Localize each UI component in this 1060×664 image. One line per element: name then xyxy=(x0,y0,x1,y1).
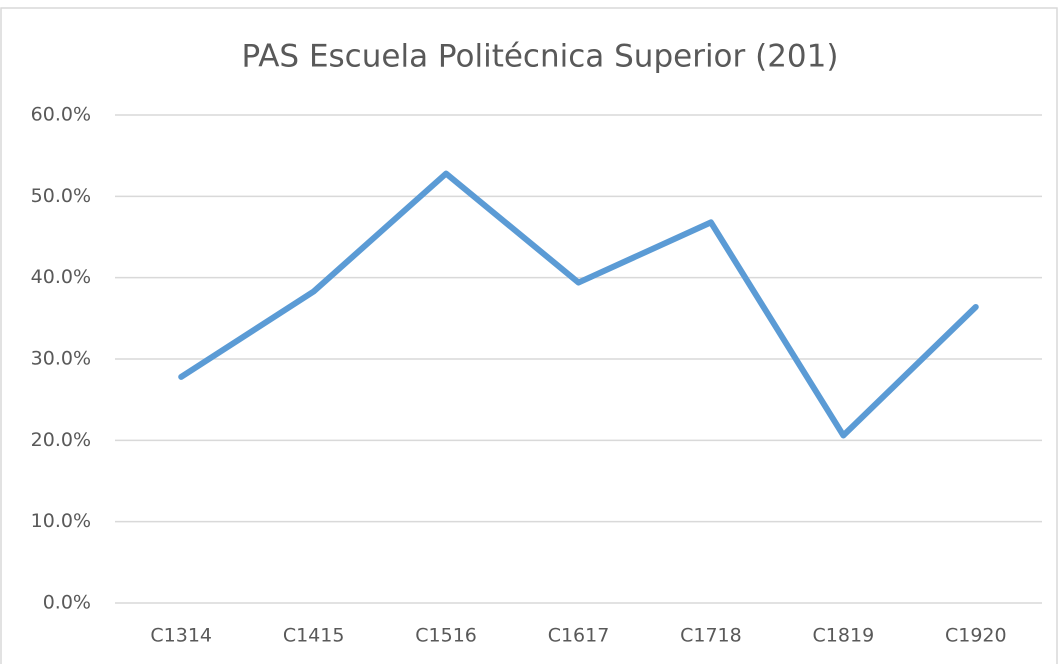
y-tick-label: 20.0% xyxy=(31,429,91,451)
x-tick-label: C1415 xyxy=(283,625,345,647)
x-tick-label: C1314 xyxy=(150,625,212,647)
data-line xyxy=(178,170,979,439)
x-tick-label: C1819 xyxy=(813,625,875,647)
y-tick-label: 60.0% xyxy=(31,104,91,126)
y-tick-label: 10.0% xyxy=(31,510,91,532)
x-tick-label: C1617 xyxy=(548,625,610,647)
x-tick-label: C1516 xyxy=(415,625,477,647)
y-tick-label: 40.0% xyxy=(31,266,91,288)
chart-border xyxy=(0,7,1058,664)
chart-title: PAS Escuela Politécnica Superior (201) xyxy=(242,39,839,75)
y-tick-label: 30.0% xyxy=(31,348,91,370)
x-tick-label: C1920 xyxy=(945,625,1007,647)
y-tick-label: 50.0% xyxy=(31,185,91,207)
x-tick-label: C1718 xyxy=(680,625,742,647)
y-tick-label: 0.0% xyxy=(43,592,91,614)
